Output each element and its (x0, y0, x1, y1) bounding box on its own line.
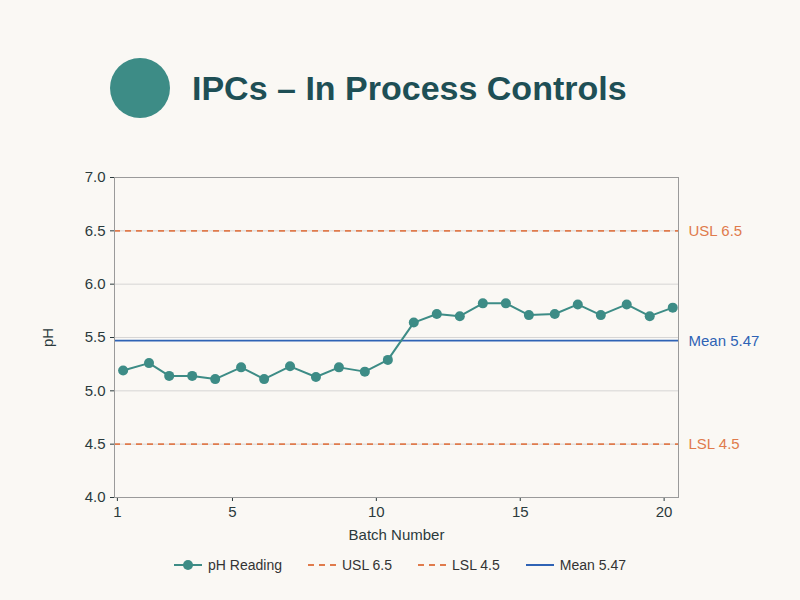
svg-text:4.5: 4.5 (85, 435, 106, 452)
svg-text:Mean 5.47: Mean 5.47 (689, 332, 760, 349)
svg-text:7.0: 7.0 (85, 168, 106, 185)
svg-text:LSL 4.5: LSL 4.5 (689, 435, 740, 452)
svg-text:6.0: 6.0 (85, 275, 106, 292)
html-text:IPCs – In Process Controls: IPCs – In Process Controls (192, 68, 627, 107)
html-text:USL 6.5: USL 6.5 (342, 557, 392, 573)
html-text:pH Reading: pH Reading (208, 557, 282, 573)
svg-text:5: 5 (228, 503, 236, 520)
html-text:LSL 4.5: LSL 4.5 (452, 557, 500, 573)
svg-text:USL 6.5: USL 6.5 (689, 222, 743, 239)
svg-text:4.0: 4.0 (85, 488, 106, 505)
svg-text:5.0: 5.0 (85, 382, 106, 399)
svg-text:1: 1 (113, 503, 121, 520)
svg-text:pH: pH (39, 328, 56, 347)
svg-text:10: 10 (368, 503, 385, 520)
html-text:Mean 5.47: Mean 5.47 (559, 557, 626, 573)
svg-text:Batch Number: Batch Number (349, 526, 445, 543)
svg-text:6.5: 6.5 (85, 222, 106, 239)
svg-text:15: 15 (512, 503, 529, 520)
svg-text:5.5: 5.5 (85, 328, 106, 345)
svg-text:20: 20 (656, 503, 673, 520)
